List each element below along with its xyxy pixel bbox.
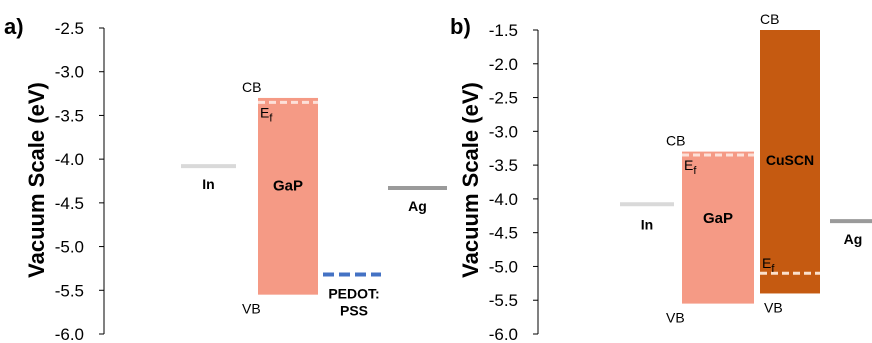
ef-main: E [684, 157, 693, 173]
y-tick-label: -1.5 [489, 21, 518, 40]
panel-a-gap-vb-label: VB [242, 301, 261, 317]
panel-b-gap-name: GaP [703, 210, 733, 227]
panel-b-in-label: In [641, 216, 653, 232]
panel-a-gap-name: GaP [273, 177, 303, 194]
y-tick-label: -3.5 [489, 156, 518, 175]
y-tick-label: -3.0 [489, 122, 518, 141]
panel-a-pedot-label-line2: PSS [340, 303, 368, 319]
y-tick-label: -4.5 [489, 224, 518, 243]
panel-b-cuscn-vb-label: VB [764, 299, 783, 315]
panel-b-cuscn-ef-label: Ef [762, 255, 775, 275]
panel-b-gap-cb-label: CB [666, 133, 685, 149]
y-tick-label: -5.0 [489, 257, 518, 276]
panel-b-axis-title: Vacuum Scale (eV) [458, 82, 483, 278]
panel-a-pedot-label-line1: PEDOT: [328, 286, 379, 302]
panel-a-y-axis: -2.5 -3.0 -3.5 -4.0 -4.5 -5.0 -5.5 -6.0 [55, 19, 105, 343]
y-tick-label: -5.0 [55, 238, 84, 257]
y-tick-label: -5.5 [55, 281, 84, 300]
panel-b-gap-vb-label: VB [666, 310, 685, 326]
panel-b-cuscn-name: CuSCN [766, 152, 814, 168]
y-tick-label: -4.0 [55, 150, 84, 169]
ef-main: E [762, 255, 771, 271]
panel-b-ag-label: Ag [844, 231, 863, 247]
y-tick-label: -6.0 [55, 325, 84, 343]
ef-sub: f [771, 263, 775, 275]
y-tick-label: -2.5 [55, 19, 84, 38]
panel-b-gap-ef-label: Ef [684, 157, 697, 177]
panel-a-gap-ef-label: Ef [260, 104, 273, 124]
panel-a: a) Vacuum Scale (eV) -2.5 -3.0 -3.5 -4.0 -4.… [4, 14, 447, 343]
ef-sub: f [693, 165, 697, 177]
panel-a-letter: a) [4, 14, 24, 39]
y-tick-label: -3.5 [55, 106, 84, 125]
panel-b-cuscn-cb-label: CB [760, 11, 779, 27]
y-tick-label: -5.5 [489, 291, 518, 310]
y-tick-label: -2.5 [489, 89, 518, 108]
panel-a-in-label: In [202, 176, 214, 192]
ef-main: E [260, 104, 269, 120]
ef-sub: f [269, 112, 273, 124]
panel-b-cuscn-band [760, 30, 820, 294]
panel-a-gap-band [258, 97, 318, 295]
y-tick-label: -4.0 [489, 190, 518, 209]
panel-a-axis-title: Vacuum Scale (eV) [24, 82, 49, 278]
y-tick-label: -3.0 [55, 63, 84, 82]
panel-a-gap-cb-label: CB [242, 79, 261, 95]
panel-b: b) Vacuum Scale (eV) -1.5 -2.0 -2.5 -3.0 -3.… [450, 11, 872, 343]
y-tick-label: -2.0 [489, 55, 518, 74]
y-tick-label: -4.5 [55, 194, 84, 213]
y-tick-label: -6.0 [489, 325, 518, 343]
panel-a-ag-label: Ag [408, 198, 427, 214]
panel-b-gap-band [682, 151, 754, 304]
panel-b-letter: b) [450, 14, 471, 39]
panel-b-y-axis: -1.5 -2.0 -2.5 -3.0 -3.5 -4.0 -4.5 -5.0 -5.5 -6.0 [489, 21, 539, 343]
